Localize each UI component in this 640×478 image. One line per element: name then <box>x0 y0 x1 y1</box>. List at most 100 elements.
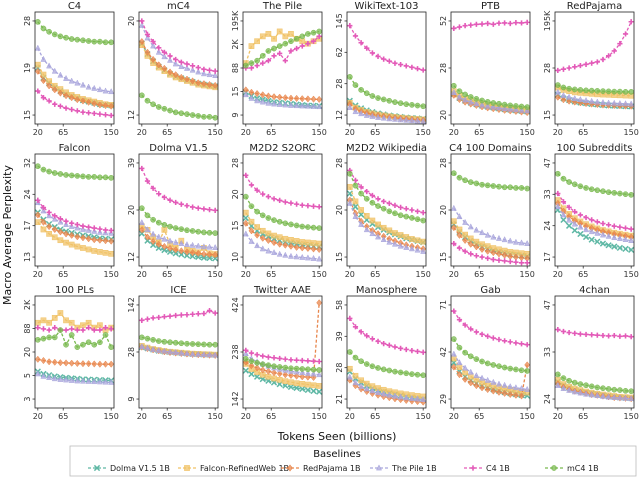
data-point-c4-1b <box>46 327 52 333</box>
data-point-redpajama-1b <box>566 97 573 105</box>
data-point-redpajama-1b <box>248 361 255 370</box>
data-point-mc4-1b <box>184 227 190 234</box>
data-point-the-pile-1b <box>195 350 202 357</box>
data-point-redpajama-1b <box>96 236 103 244</box>
panel-frame <box>34 11 115 125</box>
data-point-mc4-1b <box>456 174 463 181</box>
data-point-redpajama-1b <box>518 392 525 400</box>
data-point-falcon-refinedweb-1b <box>397 232 404 238</box>
data-point-c4-1b <box>35 88 41 94</box>
data-point-c4-1b <box>184 61 190 67</box>
data-point-mc4-1b <box>358 358 364 365</box>
data-point-dolma-v1-5-1b <box>588 236 595 243</box>
data-point-falcon-refinedweb-1b <box>248 218 255 225</box>
data-point-falcon-refinedweb-1b <box>467 373 474 380</box>
data-point-the-pile-1b <box>484 231 491 238</box>
data-point-mc4-1b <box>518 185 525 191</box>
data-point-c4-1b <box>513 340 519 346</box>
data-point-c4-1b <box>265 194 271 200</box>
data-point-c4-1b <box>310 203 317 209</box>
data-point-c4-1b <box>364 188 370 195</box>
legend-marker <box>93 464 101 472</box>
data-point-redpajama-1b <box>259 91 266 99</box>
data-point-c4-1b <box>212 310 218 316</box>
data-point-falcon-refinedweb-1b <box>259 227 266 234</box>
data-point-falcon-refinedweb-1b <box>288 237 294 243</box>
data-point-redpajama-1b <box>484 247 491 255</box>
data-point-mc4-1b <box>282 220 289 227</box>
y-tick-label: 15 <box>23 110 32 120</box>
data-point-c4-1b <box>420 210 426 216</box>
data-point-mc4-1b <box>68 172 75 179</box>
data-point-the-pile-1b <box>386 115 393 122</box>
data-point-redpajama-1b <box>212 81 218 90</box>
data-point-c4-1b <box>260 191 266 197</box>
data-point-the-pile-1b <box>479 229 486 236</box>
data-point-dolma-v1-5-1b <box>594 238 601 245</box>
data-point-redpajama-1b <box>96 101 103 109</box>
data-point-mc4-1b <box>189 341 196 347</box>
data-point-mc4-1b <box>555 82 561 88</box>
data-point-dolma-v1-5-1b <box>243 214 249 222</box>
data-point-mc4-1b <box>243 62 249 69</box>
data-point-the-pile-1b <box>150 230 157 237</box>
data-point-the-pile-1b <box>611 234 618 241</box>
data-point-falcon-refinedweb-1b <box>271 375 277 382</box>
data-point-the-pile-1b <box>577 95 584 103</box>
data-point-the-pile-1b <box>316 255 322 262</box>
y-tick-label: 15 <box>231 86 240 96</box>
y-tick-label: 15 <box>543 110 552 120</box>
data-point-the-pile-1b <box>79 225 86 232</box>
data-point-c4-1b <box>167 197 173 203</box>
data-point-c4-1b <box>369 50 375 56</box>
data-point-mc4-1b <box>414 102 421 109</box>
data-point-redpajama-1b <box>96 360 103 368</box>
x-tick-label: 150 <box>416 270 431 279</box>
data-point-c4-1b <box>392 202 398 208</box>
data-point-the-pile-1b <box>139 21 145 28</box>
data-point-mc4-1b <box>178 110 185 117</box>
data-point-the-pile-1b <box>68 77 75 84</box>
y-tick-label: 20 <box>23 347 32 357</box>
data-point-redpajama-1b <box>102 101 109 110</box>
data-point-the-pile-1b <box>96 378 103 385</box>
data-point-mc4-1b <box>352 182 359 189</box>
x-tick-label: 150 <box>312 128 327 137</box>
y-tick-label: 20 <box>335 205 344 215</box>
data-point-c4-1b <box>91 110 97 117</box>
data-point-mc4-1b <box>375 95 381 101</box>
data-point-mc4-1b <box>484 99 491 105</box>
data-point-mc4-1b <box>467 94 474 100</box>
data-point-c4-1b <box>80 223 86 229</box>
data-point-c4-1b <box>485 20 491 27</box>
data-point-dolma-v1-5-1b <box>166 248 174 256</box>
data-point-mc4-1b <box>409 371 415 377</box>
data-point-mc4-1b <box>57 327 64 333</box>
data-point-c4-1b <box>74 222 80 228</box>
y-tick-label: 2K <box>231 39 240 50</box>
data-point-c4-1b <box>513 259 519 265</box>
y-tick-label: 28 <box>335 158 344 168</box>
data-point-c4-1b <box>178 59 184 65</box>
data-point-c4-1b <box>305 358 311 364</box>
data-point-mc4-1b <box>375 203 381 209</box>
data-point-the-pile-1b <box>91 84 98 91</box>
data-point-c4-1b <box>479 254 485 260</box>
data-point-the-pile-1b <box>375 388 382 395</box>
data-point-falcon-refinedweb-1b <box>108 250 114 257</box>
data-point-mc4-1b <box>276 43 283 49</box>
data-point-the-pile-1b <box>206 71 213 78</box>
data-point-c4-1b <box>201 310 207 317</box>
data-point-c4-1b <box>611 223 617 229</box>
panel-frame <box>138 153 219 267</box>
data-point-the-pile-1b <box>189 350 196 357</box>
data-point-the-pile-1b <box>51 375 58 382</box>
data-point-mc4-1b <box>501 184 508 191</box>
data-point-mc4-1b <box>600 385 606 392</box>
legend-item-the-pile-1b: The Pile 1B <box>370 464 437 473</box>
x-tick-label: 65 <box>474 128 484 137</box>
data-point-redpajama-1b <box>155 61 162 69</box>
data-point-the-pile-1b <box>287 101 294 108</box>
data-point-redpajama-1b <box>293 94 300 103</box>
data-point-mc4-1b <box>150 216 156 223</box>
